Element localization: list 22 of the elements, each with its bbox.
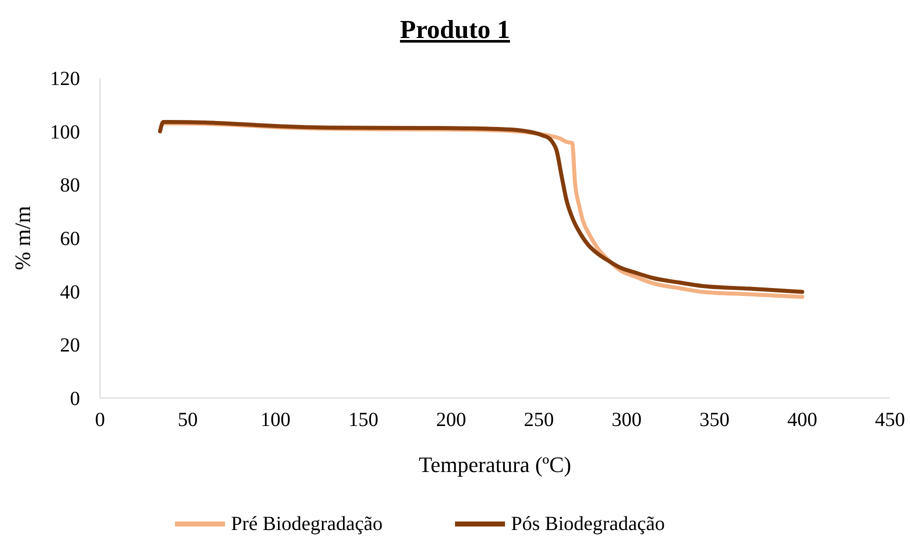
y-tick-label: 40 bbox=[60, 281, 80, 304]
x-tick-label: 200 bbox=[436, 409, 466, 431]
y-axis-title: % m/m bbox=[10, 206, 35, 270]
x-tick-label: 300 bbox=[612, 409, 642, 431]
legend-label: Pré Biodegradação bbox=[231, 513, 383, 535]
x-tick-label: 100 bbox=[260, 409, 291, 431]
y-tick-label: 20 bbox=[60, 334, 80, 357]
x-tick-label: 150 bbox=[348, 409, 378, 431]
y-tick-label: 60 bbox=[60, 228, 80, 250]
x-tick-label: 50 bbox=[178, 409, 198, 431]
y-tick-label: 80 bbox=[60, 174, 80, 197]
x-tick-label: 450 bbox=[875, 409, 905, 431]
y-tick-label: 120 bbox=[50, 68, 80, 90]
x-tick-label: 250 bbox=[524, 409, 554, 431]
x-tick-label: 0 bbox=[95, 409, 105, 431]
legend-label: Pós Biodegradação bbox=[511, 513, 665, 535]
y-tick-label: 100 bbox=[50, 121, 80, 144]
x-axis-title: Temperatura (ºC) bbox=[418, 452, 572, 477]
x-tick-label: 350 bbox=[699, 409, 730, 431]
chart-title: Produto 1 bbox=[400, 15, 510, 44]
x-tick-label: 400 bbox=[787, 409, 818, 431]
y-tick-label: 0 bbox=[70, 388, 80, 410]
